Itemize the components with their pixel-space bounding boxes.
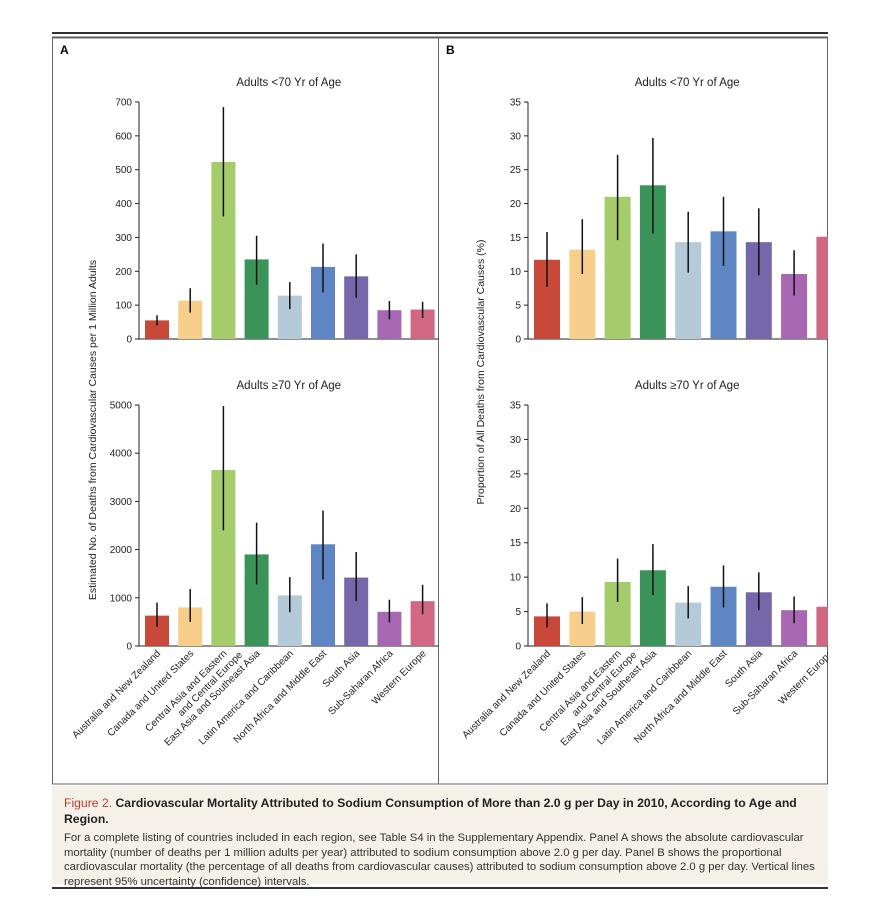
y-tick-label-b-under70: 10 <box>510 267 522 278</box>
y-tick-label-b-over70: 25 <box>510 469 522 480</box>
chart-title-b-under70: Adults <70 Yr of Age <box>635 77 740 89</box>
y-axis-title-a: Estimated No. of Deaths from Cardiovascu… <box>87 260 99 600</box>
figure: A B Adults <70 Yr of Age 0 100 200 300 400 500 60… <box>52 32 828 892</box>
y-tick-label-a-under70: 500 <box>115 165 132 176</box>
caption-figure-label: Figure 2. <box>64 796 113 810</box>
caption-body: For a complete listing of countries incl… <box>64 832 815 888</box>
y-tick-label-a-over70: 2000 <box>110 545 133 556</box>
y-tick-label-b-over70: 0 <box>515 642 521 653</box>
chart-title-b-over70: Adults ≥70 Yr of Age <box>635 380 740 392</box>
y-tick-label-b-under70: 20 <box>510 199 522 210</box>
bar-a-under70 <box>145 320 169 339</box>
y-tick-label-b-under70: 35 <box>510 98 522 109</box>
caption-title-text: Cardiovascular Mortality Attributed to S… <box>64 796 797 826</box>
y-tick-label-b-over70: 10 <box>510 573 522 584</box>
y-tick-label-b-under70: 5 <box>515 301 521 312</box>
y-tick-label-b-over70: 5 <box>515 607 521 618</box>
y-tick-label-b-under70: 25 <box>510 165 522 176</box>
y-tick-label-a-under70: 300 <box>115 233 132 244</box>
bar-b-under70 <box>816 236 828 339</box>
frame-border <box>52 37 828 785</box>
panel-label-a: A <box>60 43 69 57</box>
y-tick-label-b-under70: 30 <box>510 131 522 142</box>
chart-title-a-over70: Adults ≥70 Yr of Age <box>237 380 342 392</box>
y-tick-label-a-over70: 0 <box>126 642 132 653</box>
y-tick-label-a-over70: 5000 <box>110 401 133 412</box>
y-tick-label-a-over70: 1000 <box>110 593 133 604</box>
y-tick-label-a-under70: 200 <box>115 267 132 278</box>
y-tick-label-a-under70: 100 <box>115 301 132 312</box>
x-tick-label-line: Sub-Saharan Africa <box>731 648 800 717</box>
bar-b-over70 <box>816 606 828 646</box>
chart-title-a-under70: Adults <70 Yr of Age <box>236 77 341 89</box>
y-tick-label-a-over70: 4000 <box>110 449 133 460</box>
caption-title: Figure 2. Cardiovascular Mortality Attri… <box>64 795 816 827</box>
y-tick-label-b-over70: 30 <box>510 435 522 446</box>
y-tick-label-a-over70: 3000 <box>110 497 133 508</box>
y-tick-label-b-under70: 15 <box>510 233 522 244</box>
y-tick-label-a-under70: 700 <box>115 98 132 109</box>
y-tick-label-b-over70: 15 <box>510 538 522 549</box>
y-tick-label-a-under70: 400 <box>115 199 132 210</box>
y-tick-label-a-under70: 600 <box>115 131 132 142</box>
y-tick-label-b-over70: 35 <box>510 401 522 412</box>
panel-label-b: B <box>446 43 455 57</box>
y-tick-label-b-under70: 0 <box>515 335 521 346</box>
x-tick-label-b: Central Asia and Easternand Central Euro… <box>538 641 640 743</box>
x-tick-label-b: Sub-Saharan Africa <box>731 648 800 717</box>
y-axis-title-b: Proportion of All Deaths from Cardiovasc… <box>475 240 487 505</box>
y-tick-label-a-under70: 0 <box>126 335 132 346</box>
y-tick-label-b-over70: 20 <box>510 504 522 515</box>
figure-caption: Figure 2. Cardiovascular Mortality Attri… <box>52 786 828 888</box>
